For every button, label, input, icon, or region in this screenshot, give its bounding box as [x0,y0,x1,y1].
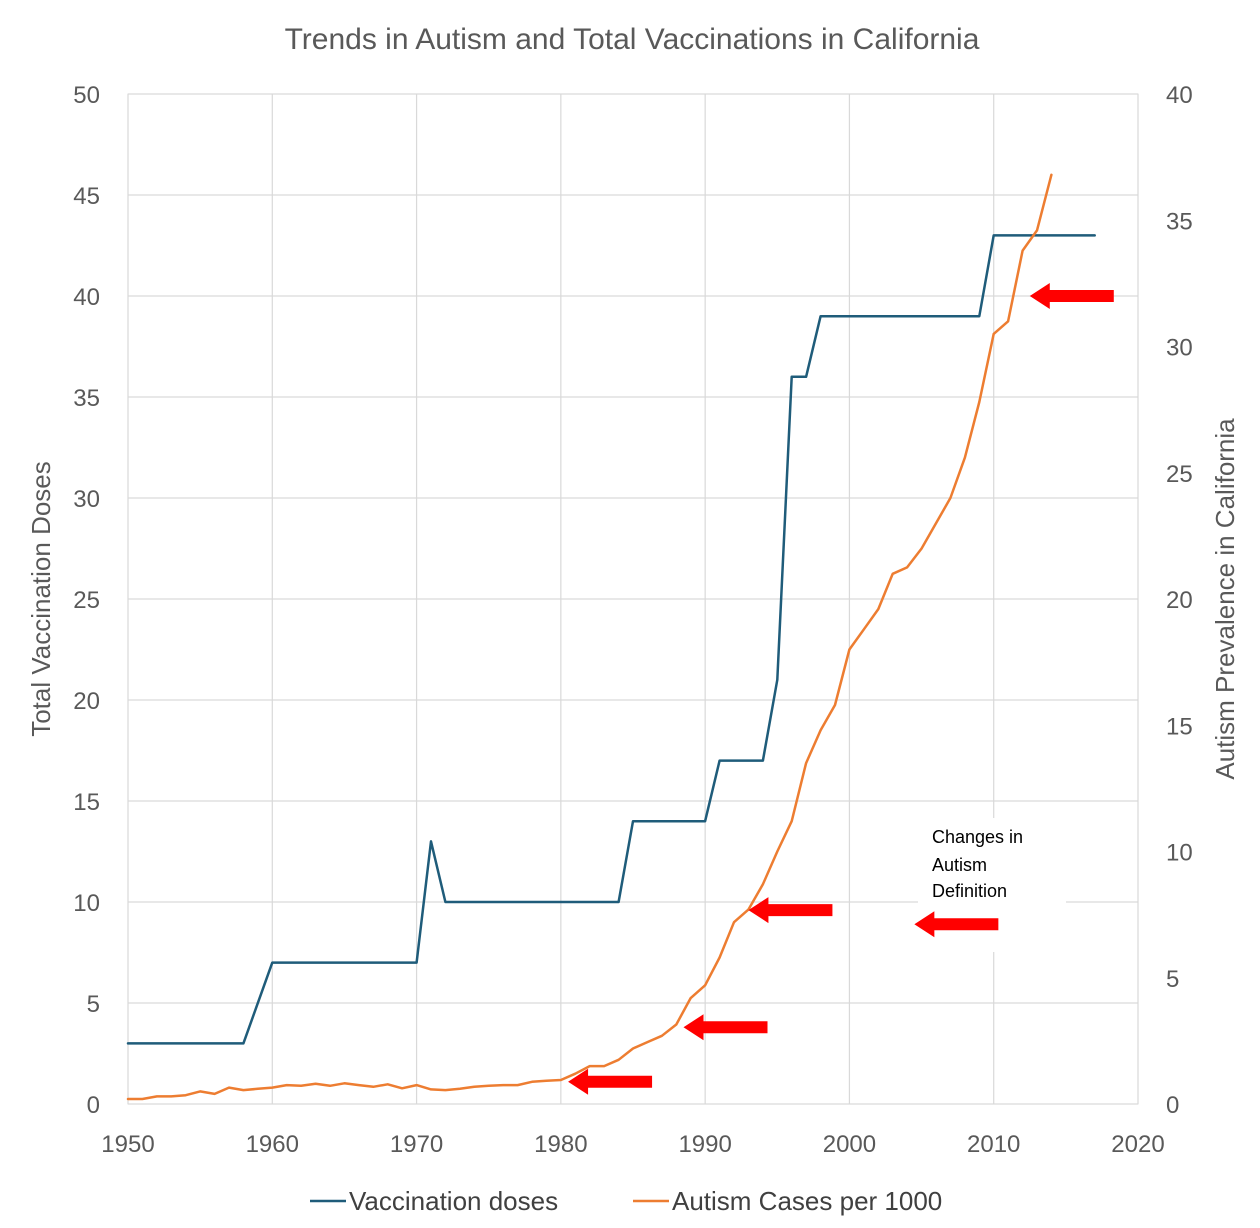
chart-title: Trends in Autism and Total Vaccinations … [285,23,980,56]
left-arrow-icon [683,1014,768,1041]
x-tick-label: 2010 [967,1131,1020,1158]
y-right-tick-label: 40 [1166,82,1193,109]
left-arrow-icon [568,1068,653,1095]
y-right-tick-label: 35 [1166,208,1193,235]
x-tick-label: 1970 [390,1131,443,1158]
x-tick-label: 2000 [823,1131,876,1158]
x-tick-label: 1980 [534,1131,587,1158]
annotation-line-2: Autism [932,855,987,875]
annotation-line-1: Changes in [932,827,1023,847]
annotation-text: Changes in Autism Definition [932,827,1028,901]
y-left-tick-label: 15 [73,789,100,816]
y-right-tick-label: 5 [1166,966,1179,993]
left-arrow-icon [1029,283,1114,309]
y-right-tick-label: 10 [1166,840,1193,867]
y-axis-left: 0 5 10 15 20 25 30 35 40 45 50 [73,82,100,1119]
plot-frame [127,93,1139,1105]
y-right-tick-label: 15 [1166,713,1193,740]
y-right-tick-label: 30 [1166,335,1193,362]
gridlines [127,93,1139,1105]
x-tick-label: 2020 [1111,1131,1164,1158]
x-tick-label: 1960 [246,1131,299,1158]
y-left-tick-label: 40 [73,284,100,311]
x-tick-label: 1950 [101,1131,154,1158]
y-left-tick-label: 45 [73,183,100,210]
left-arrow-icon [914,911,999,938]
x-axis: 1950 1960 1970 1980 1990 2000 2010 2020 [101,1131,1164,1158]
y-right-tick-label: 20 [1166,587,1193,614]
y-axis-right-label: Autism Prevalence in California [1210,418,1240,780]
x-tick-label: 1990 [678,1131,731,1158]
y-axis-right: 0 5 10 15 20 25 30 35 40 [1166,82,1193,1119]
y-left-tick-label: 10 [73,890,100,917]
legend: Vaccination doses Autism Cases per 1000 [310,1186,942,1216]
annotation-line-3: Definition [932,881,1007,901]
y-left-tick-label: 50 [73,82,100,109]
y-left-tick-label: 5 [87,991,100,1018]
y-left-tick-label: 35 [73,385,100,412]
series-vaccination-doses-line [126,234,1096,1045]
series-lines [126,173,1096,1101]
left-arrow-icon [748,897,833,924]
annotation-box: Changes in Autism Definition [918,818,1066,952]
y-axis-left-label: Total Vaccination Doses [26,461,56,737]
legend-label-autism: Autism Cases per 1000 [672,1186,942,1216]
y-left-tick-label: 30 [73,486,100,513]
y-left-tick-label: 25 [73,587,100,614]
legend-label-vaccination: Vaccination doses [349,1186,558,1216]
y-right-tick-label: 25 [1166,461,1193,488]
y-left-tick-label: 20 [73,688,100,715]
annotation-arrows [568,283,1114,1095]
y-left-tick-label: 0 [87,1092,100,1119]
y-right-tick-label: 0 [1166,1092,1179,1119]
series-autism-cases-line [126,173,1053,1101]
